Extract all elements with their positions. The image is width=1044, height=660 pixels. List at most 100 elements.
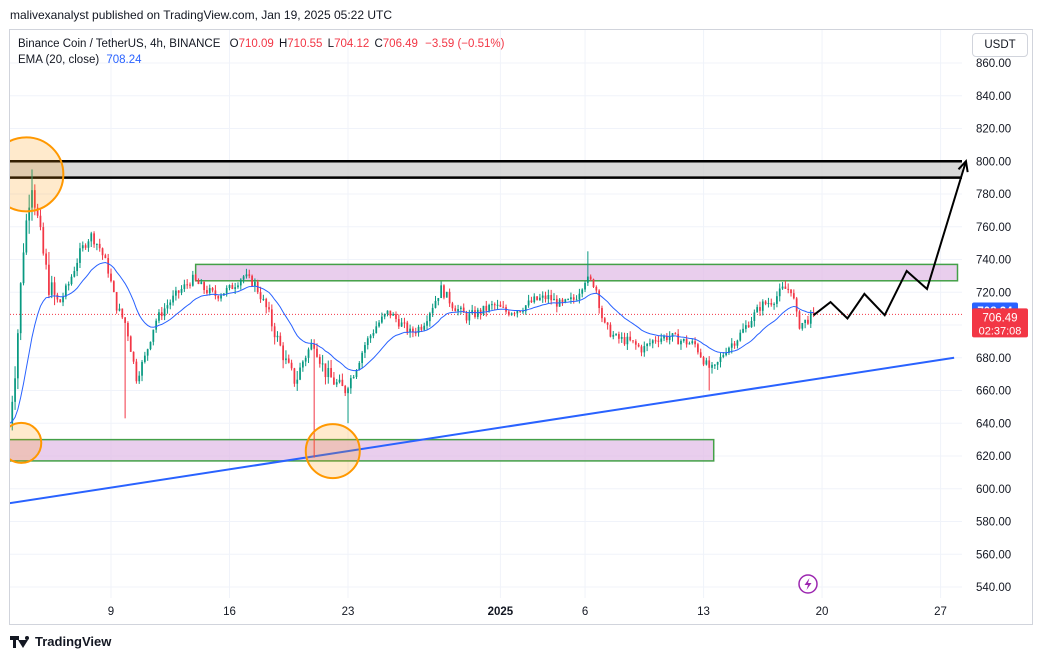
candle-body <box>663 335 665 339</box>
candle-body <box>96 243 98 245</box>
candle <box>285 350 287 365</box>
candle <box>304 355 307 367</box>
candle-body <box>790 289 792 294</box>
candle-body <box>310 343 313 350</box>
candle-body <box>335 382 338 385</box>
candle-body <box>169 302 172 306</box>
candle-body <box>110 273 112 282</box>
candle-body <box>301 361 304 368</box>
candle-body <box>56 294 59 300</box>
candle <box>533 293 536 304</box>
candle <box>620 332 623 343</box>
candle <box>787 283 790 294</box>
candle <box>386 310 389 317</box>
candle-body <box>471 310 474 314</box>
candle-body <box>620 337 623 339</box>
candle <box>90 231 93 248</box>
candle <box>19 282 22 341</box>
candle-body <box>674 333 677 335</box>
x-tick-label: 9 <box>108 606 114 618</box>
candle-body <box>462 307 465 313</box>
candle <box>697 342 699 355</box>
candle-body <box>366 338 369 346</box>
candle-body <box>175 290 177 296</box>
ema-label[interactable]: EMA (20, close) <box>18 54 100 66</box>
countdown-label: 02:37:08 <box>979 325 1022 337</box>
y-tick-label: 840.00 <box>976 91 1011 103</box>
candle <box>310 339 313 351</box>
candle-body <box>499 304 502 307</box>
candle <box>665 333 668 343</box>
candle <box>420 324 423 333</box>
candle <box>372 329 375 339</box>
candle <box>107 253 110 278</box>
candle-body <box>776 296 778 304</box>
candle <box>623 332 626 346</box>
candle <box>764 300 767 306</box>
candle <box>733 340 736 349</box>
candle <box>39 209 42 231</box>
candle-body <box>618 334 620 339</box>
candle-body <box>200 282 203 285</box>
candle <box>203 281 205 294</box>
candle <box>330 359 332 378</box>
currency-button[interactable]: USDT <box>972 33 1028 57</box>
candle-body <box>389 310 392 316</box>
candle-body <box>649 343 651 345</box>
candle-body <box>177 290 180 293</box>
candle-body <box>513 313 516 315</box>
candle-body <box>220 295 222 299</box>
candle <box>313 339 316 458</box>
candle <box>719 352 722 368</box>
candle <box>127 321 129 342</box>
candle <box>491 300 493 310</box>
candle-body <box>530 300 533 303</box>
x-tick-label: 27 <box>934 606 947 618</box>
candle <box>163 303 166 321</box>
symbol-title[interactable]: Binance Coin / TetherUS, 4h, BINANCE <box>18 38 221 50</box>
y-tick-label: 820.00 <box>976 124 1011 136</box>
tradingview-brand: TradingView <box>35 634 112 649</box>
candle <box>81 241 84 252</box>
candle <box>155 318 158 333</box>
candle <box>632 340 634 344</box>
candle <box>118 303 121 312</box>
candle <box>25 213 28 255</box>
candle <box>685 335 688 348</box>
candle <box>736 339 739 349</box>
candle-body <box>248 274 251 276</box>
tradingview-logo[interactable]: TradingView <box>10 634 111 649</box>
candle <box>79 242 81 268</box>
candle-body <box>101 248 104 256</box>
candle-body <box>759 307 761 311</box>
candle-body <box>107 258 110 274</box>
candle-body <box>115 292 118 311</box>
candle <box>112 280 115 293</box>
candle <box>716 361 719 370</box>
candle-body <box>268 307 270 310</box>
candle <box>56 292 59 303</box>
candle-body <box>705 360 708 365</box>
candle-body <box>629 336 632 341</box>
candle <box>479 307 482 320</box>
candle-body <box>417 326 420 333</box>
candle-body <box>637 344 640 347</box>
candle-body <box>208 288 211 294</box>
candle <box>637 342 640 348</box>
candle-body <box>544 295 547 300</box>
candle-body <box>327 368 330 378</box>
candle-body <box>764 301 767 304</box>
last-price-label: 706.49 <box>982 312 1017 324</box>
candle-body <box>403 322 406 324</box>
candle <box>702 355 705 367</box>
candle <box>76 258 79 277</box>
candle <box>460 305 462 315</box>
ohlc-row: Binance Coin / TetherUS, 4h, BINANCE O71… <box>18 36 504 52</box>
candle <box>451 301 454 312</box>
candle <box>48 251 50 299</box>
candle <box>804 319 807 329</box>
candle-body <box>646 343 648 347</box>
candle-body <box>166 305 169 309</box>
candle-body <box>369 335 372 339</box>
